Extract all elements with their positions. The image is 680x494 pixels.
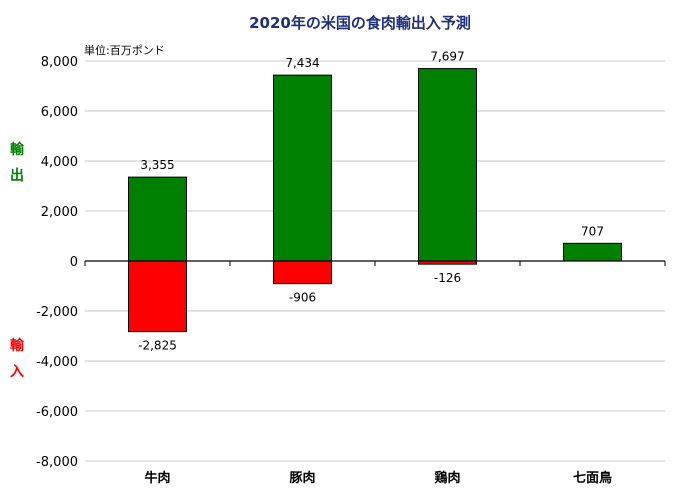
export-side-label: 輸 出 [10,141,25,184]
export-data-label: 3,355 [140,158,174,172]
y-tick-label: -6,000 [36,405,78,420]
category-label: 七面鳥 [573,470,612,486]
y-axis-tick-labels: 8,000 6,000 4,000 2,000 0 -2,000 -4,000 -6,000 -… [36,55,78,470]
export-side-char: 輸 [10,141,25,158]
y-tick-label: 6,000 [41,105,78,120]
import-data-label: -906 [289,291,316,305]
import-bar [128,260,187,333]
category-label: 牛肉 [144,470,170,486]
export-bar [418,68,477,262]
import-data-label: -126 [434,271,461,285]
export-data-label: 7,697 [430,50,464,64]
y-tick-label: 2,000 [41,205,78,220]
category-labels: 牛肉 豚肉 鶏肉 七面鳥 [144,470,612,486]
import-side-char: 輸 [10,337,25,354]
export-data-label: 7,434 [285,56,319,70]
y-tick-label: 0 [70,255,78,270]
y-tick-label: 4,000 [41,155,78,170]
category-label: 鶏肉 [434,470,460,486]
bars [128,68,622,333]
export-bar [128,176,187,262]
import-data-label: -2,825 [138,339,177,353]
category-label: 豚肉 [289,470,315,486]
y-tick-label: 8,000 [41,55,78,70]
import-side-label: 輸 入 [10,337,25,380]
zero-axis [84,260,666,266]
y-tick-label: -4,000 [36,355,78,370]
y-tick-label: -2,000 [36,305,78,320]
y-tick-label: -8,000 [36,455,78,470]
data-labels: 3,355 -2,825 7,434 -906 7,697 -126 707 [138,50,604,353]
export-bar [273,74,332,262]
export-data-label: 707 [581,224,604,238]
export-bar [563,242,622,262]
export-side-char: 出 [10,167,24,184]
chart-title: 2020年の米国の食肉輸出入予測 [249,14,471,32]
import-side-char: 入 [10,364,24,380]
unit-label: 単位:百万ポンド [84,43,165,57]
import-bar [273,260,332,285]
